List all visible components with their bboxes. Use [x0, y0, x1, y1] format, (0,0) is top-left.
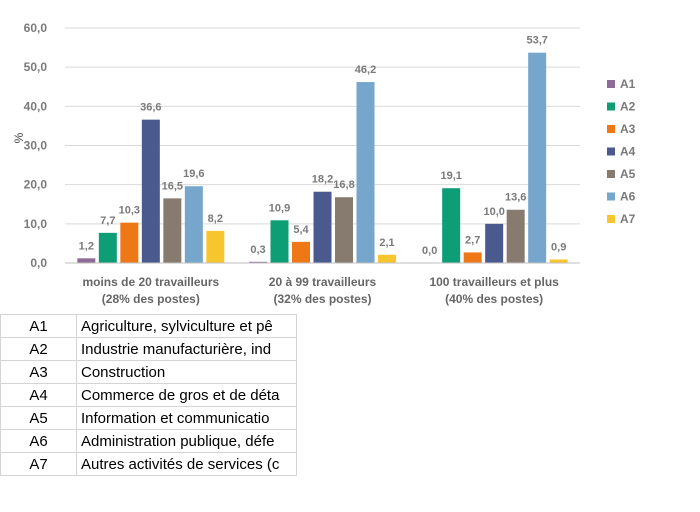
bar-a5-3	[506, 209, 525, 263]
bar-chart: 0,0 10,0 20,0 30,0 40,0 50,0 60,0 % 1,2 0,3 0,0 7…	[12, 21, 636, 306]
bar-a4-2	[313, 191, 332, 263]
legend-swatch-a3	[607, 125, 615, 133]
sector-name: Autres activités de services (c	[76, 452, 297, 476]
sector-name: Industrie manufacturière, ind	[76, 337, 297, 361]
y-tick-label: 50,0	[24, 60, 48, 74]
sector-code-table: A1 Agriculture, sylviculture et pê A2 Indus…	[0, 314, 297, 476]
sector-code: A5	[0, 406, 77, 430]
bar-a7-2	[378, 254, 396, 263]
legend-swatch-a2	[607, 102, 615, 111]
legend-swatch-a7	[607, 215, 615, 223]
table-row: A1 Agriculture, sylviculture et pê	[0, 314, 297, 338]
legend-swatch-a1	[607, 80, 615, 88]
data-label: 0,9	[551, 241, 566, 253]
data-label: 10,3	[119, 205, 140, 217]
data-label: 19,1	[440, 170, 461, 182]
legend-label: A7	[620, 212, 636, 226]
data-label: 19,6	[183, 168, 204, 180]
bar-a7-1	[206, 230, 225, 263]
sector-code: A1	[0, 314, 77, 338]
data-label: 18,2	[312, 174, 333, 186]
bar-a5-2	[335, 197, 353, 263]
data-label: 2,7	[465, 234, 480, 246]
category-labels: moins de 20 travailleurs (28% des postes)…	[82, 275, 559, 306]
data-label: 10,9	[269, 202, 290, 214]
category-label: (32% des postes)	[273, 292, 371, 306]
category-label: moins de 20 travailleurs	[82, 275, 219, 289]
sector-code: A3	[0, 360, 77, 384]
data-labels: 1,2 0,3 0,0 7,7 10,9 19,1 10,3 5,4 2,7 36,6 18,2 10…	[79, 35, 567, 257]
bar-a4-1	[141, 119, 160, 264]
bar-a5-1	[163, 198, 182, 263]
sector-code: A7	[0, 452, 77, 476]
category-label: 20 à 99 travailleurs	[269, 275, 377, 289]
category-label: (40% des postes)	[445, 292, 543, 306]
legend-swatch-a4	[607, 147, 615, 156]
legend-label: A4	[620, 145, 636, 159]
bar-a3-3	[463, 252, 482, 263]
legend: A1 A2 A3 A4 A5 A6 A7	[607, 77, 636, 226]
bar-a4-3	[485, 223, 504, 263]
category-label: 100 travailleurs et plus	[429, 275, 559, 289]
y-tick-label: 60,0	[24, 21, 48, 35]
table-row: A5 Information et communicatio	[0, 406, 297, 430]
sector-code: A6	[0, 429, 77, 453]
sector-name: Agriculture, sylviculture et pê	[76, 314, 297, 338]
table-row: A2 Industrie manufacturière, ind	[0, 337, 297, 361]
bar-a7-3	[549, 259, 568, 263]
data-label: 10,0	[483, 206, 504, 218]
bar-a2-1	[98, 232, 117, 263]
legend-swatch-a6	[607, 192, 615, 201]
sector-name: Construction	[76, 360, 297, 384]
table-row: A3 Construction	[0, 360, 297, 384]
table-row: A4 Commerce de gros et de déta	[0, 383, 297, 407]
data-label: 16,8	[333, 179, 354, 191]
table-row: A6 Administration publique, défe	[0, 429, 297, 453]
data-label: 1,2	[79, 240, 94, 252]
data-label: 36,6	[140, 102, 161, 114]
bar-a1-2	[249, 261, 267, 263]
sector-name: Commerce de gros et de déta	[76, 383, 297, 407]
bar-a6-1	[184, 186, 203, 263]
bar-a2-2	[270, 220, 289, 263]
category-label: (28% des postes)	[102, 292, 200, 306]
y-axis-label: %	[12, 132, 26, 143]
bar-a3-1	[120, 222, 139, 263]
y-tick-label: 40,0	[24, 99, 48, 113]
bars	[77, 52, 568, 264]
legend-swatch-a5	[607, 170, 615, 178]
y-tick-label: 20,0	[24, 178, 48, 192]
y-tick-label: 30,0	[24, 139, 48, 153]
sector-code: A4	[0, 383, 77, 407]
bar-a1-1	[77, 258, 96, 263]
bar-a2-3	[442, 188, 461, 263]
data-label: 0,0	[422, 245, 437, 257]
legend-label: A3	[620, 122, 636, 136]
data-label: 16,5	[162, 180, 183, 192]
data-label: 8,2	[208, 213, 223, 225]
legend-label: A6	[620, 190, 636, 204]
sector-name: Information et communicatio	[76, 406, 297, 430]
data-label: 5,4	[293, 224, 309, 236]
bar-a6-3	[528, 52, 547, 263]
data-label: 13,6	[505, 192, 526, 204]
data-label: 7,7	[100, 215, 115, 227]
y-tick-label: 0,0	[30, 256, 47, 270]
legend-label: A1	[620, 77, 636, 91]
bar-a3-2	[292, 241, 310, 263]
bar-a6-2	[356, 82, 375, 263]
table-row: A7 Autres activités de services (c	[0, 452, 297, 476]
data-label: 2,1	[379, 237, 394, 249]
data-label: 46,2	[355, 64, 376, 76]
sector-code: A2	[0, 337, 77, 361]
data-label: 53,7	[526, 35, 547, 47]
y-axis-ticks: 0,0 10,0 20,0 30,0 40,0 50,0 60,0	[24, 21, 48, 270]
sector-name: Administration publique, défe	[76, 429, 297, 453]
legend-label: A2	[620, 100, 636, 114]
y-tick-label: 10,0	[24, 217, 48, 231]
legend-label: A5	[620, 167, 636, 181]
data-label: 0,3	[250, 244, 265, 256]
